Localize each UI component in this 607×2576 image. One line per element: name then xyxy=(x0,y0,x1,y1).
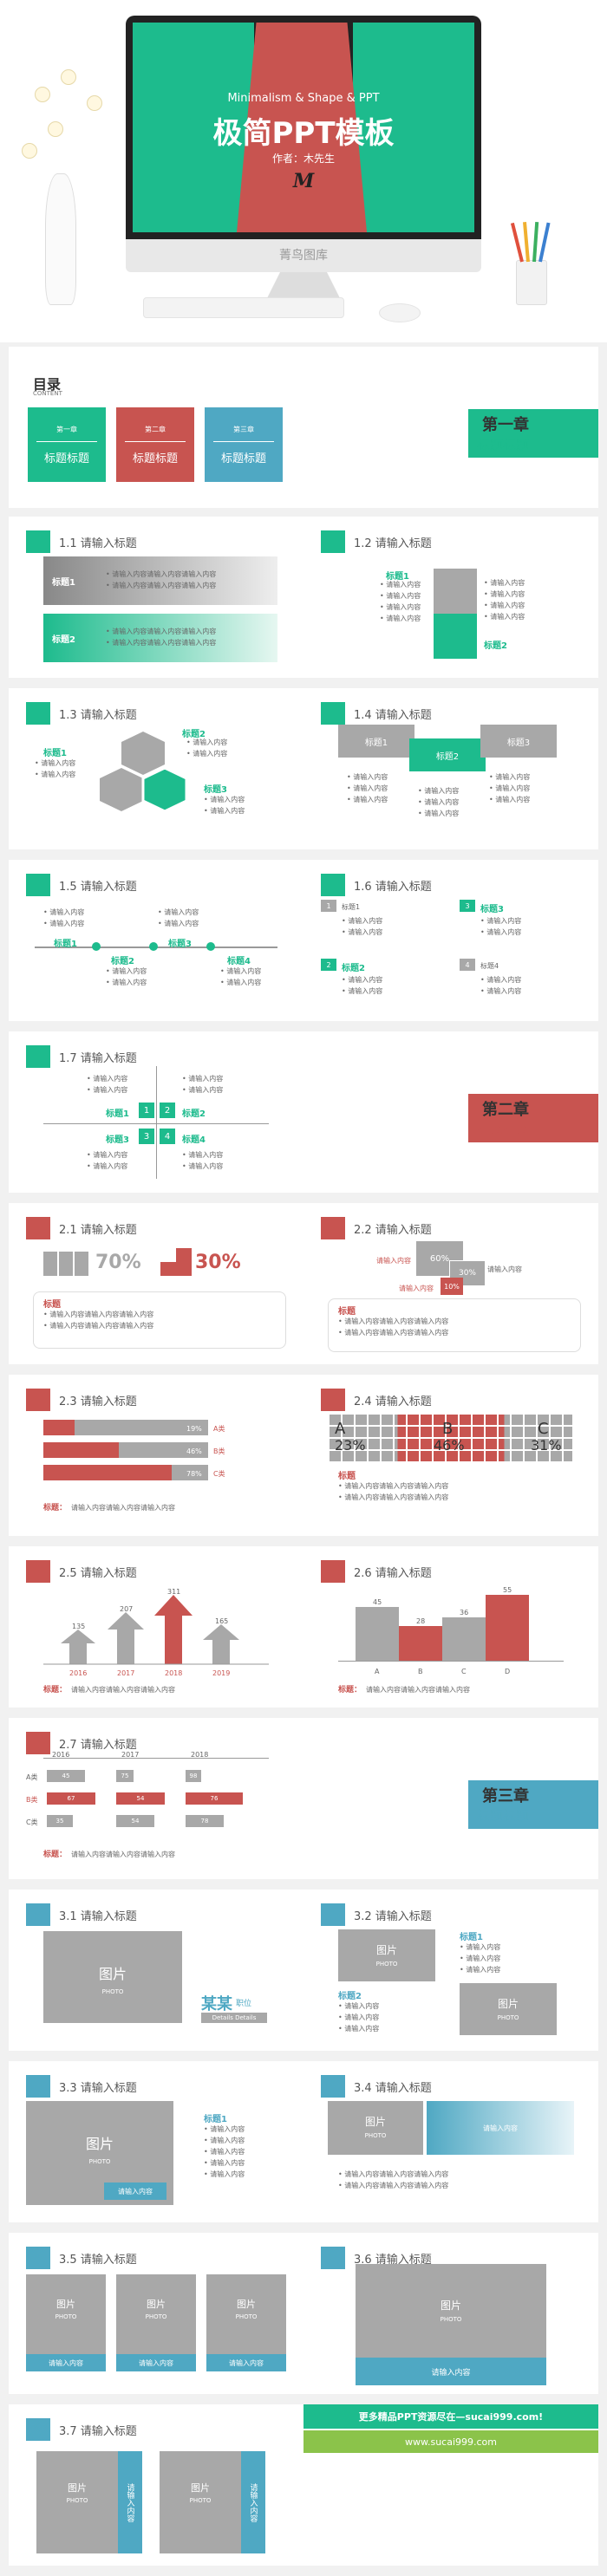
slide-title: 1.3 请输入标题 xyxy=(59,709,137,722)
slide-title: 1.7 请输入标题 xyxy=(59,1052,137,1065)
slide-title: 1.6 请输入标题 xyxy=(354,881,432,894)
vase-decoration xyxy=(45,173,76,305)
chapter-3-slide: 第三章 标题标题 xyxy=(304,1718,598,1879)
bar-c xyxy=(43,1465,172,1480)
keyboard-icon xyxy=(143,297,344,318)
slide-1-4: 1.4 请输入标题 标题1 标题2 标题3 请输入内容请输入内容请输入内容 请输… xyxy=(304,688,598,849)
monitor: Minimalism & Shape & PPT 极简PPT模板 作者：木先生 … xyxy=(126,16,481,239)
slide-3-6: 3.6 请输入标题 图片 PHOTO 请输入内容 xyxy=(304,2233,598,2394)
slide-title: 1.1 请输入标题 xyxy=(59,537,137,550)
slide-1-7: 1.7 请输入标题 1 2 3 4 标题1 标题2 标题3 标题4 请输入内容请… xyxy=(9,1031,304,1193)
slide-title: 2.4 请输入标题 xyxy=(354,1395,432,1408)
slide-1-3: 1.3 请输入标题 标题1 请输入内容请输入内容 标题2 请输入内容请输入内容 … xyxy=(9,688,304,849)
slide-title: 3.3 请输入标题 xyxy=(59,2082,137,2095)
bar-b xyxy=(43,1442,119,1458)
flower-icon xyxy=(87,95,102,111)
photo-placeholder: 图片 PHOTO xyxy=(43,1931,182,2023)
slide-title: 2.5 请输入标题 xyxy=(59,1567,137,1580)
slide-title: 3.1 请输入标题 xyxy=(59,1910,137,1923)
pencil-icon xyxy=(538,222,551,263)
slide-2-3: 2.3 请输入标题 19% A类 46% B类 78% C类 标题： 请输入内容… xyxy=(9,1375,304,1536)
slide-title: 2.6 请输入标题 xyxy=(354,1567,432,1580)
slide-title: 1.4 请输入标题 xyxy=(354,709,432,722)
cover-logo: M xyxy=(292,170,315,192)
row-2-text: 请输入内容请输入内容请输入内容请输入内容请输入内容请输入内容 xyxy=(106,626,216,648)
pencil-icon xyxy=(522,222,530,263)
flower-icon xyxy=(48,121,63,137)
slide-title: 2.2 请输入标题 xyxy=(354,1224,432,1237)
slide-title: 2.1 请输入标题 xyxy=(59,1224,137,1237)
slide-title: 3.4 请输入标题 xyxy=(354,2082,432,2095)
row-1-text: 请输入内容请输入内容请输入内容请输入内容请输入内容请输入内容 xyxy=(106,569,216,591)
chapter-bar xyxy=(468,409,598,458)
toc-slide: 目录 CONTENT 第一章 标题标题 第二章 标题标题 第三章 标题标题 xyxy=(9,347,304,508)
slide-title: 3.6 请输入标题 xyxy=(354,2254,432,2267)
cover-subtitle: Minimalism & Shape & PPT xyxy=(227,92,380,105)
toc-item-2[interactable]: 第二章 标题标题 xyxy=(116,407,194,482)
slide-1-2: 1.2 请输入标题 标题1 请输入内容请输入内容请输入内容请输入内容 请输入内容… xyxy=(304,517,598,678)
arrow-chart xyxy=(43,1595,269,1665)
slide-1-1: 1.1 请输入标题 标题1 请输入内容请输入内容请输入内容请输入内容请输入内容请… xyxy=(9,517,304,678)
cover-title: 极简PPT模板 xyxy=(212,116,395,151)
footer-link[interactable]: www.sucai999.com xyxy=(304,2430,598,2453)
brand-text: 菁鸟图库 xyxy=(126,239,481,272)
slide-title: 2.7 请输入标题 xyxy=(59,1739,137,1752)
flower-icon xyxy=(22,143,37,159)
hexagon-diagram xyxy=(100,732,188,813)
toc-item-3[interactable]: 第三章 标题标题 xyxy=(205,407,283,482)
slide-1-6: 1.6 请输入标题 1 标题1 请输入内容请输入内容 3 标题3 请输入内容请输… xyxy=(304,860,598,1021)
slide-title: 2.3 请输入标题 xyxy=(59,1395,137,1408)
chapter-subtitle: 标题标题 xyxy=(476,437,529,452)
footer-promo[interactable]: 更多精品PPT资源尽在—sucai999.com! xyxy=(304,2404,598,2429)
flower-icon xyxy=(35,87,50,102)
mouse-icon xyxy=(379,303,421,322)
pencil-cup-icon xyxy=(516,260,547,305)
waffle-grid xyxy=(330,1413,572,1461)
cover-author: 作者：木先生 xyxy=(271,153,335,165)
bar-a xyxy=(43,1420,75,1435)
slide-title: 1.5 请输入标题 xyxy=(59,881,137,894)
slide-3-7: 3.7 请输入标题 图片 PHOTO 请输入内容 图片 PHOTO 请输入内容 xyxy=(9,2404,304,2566)
title-square xyxy=(321,530,345,553)
slide-title: 3.2 请输入标题 xyxy=(354,1910,432,1923)
slide-2-7: 2.7 请输入标题 2016 2017 2018 A类 B类 C类 45 75 … xyxy=(9,1718,304,1879)
slide-2-6: 2.6 请输入标题 45 28 36 55 A B C D 标题： 请输入内容请… xyxy=(304,1546,598,1708)
cover-slide: Minimalism & Shape & PPT 极简PPT模板 作者：木先生 … xyxy=(0,0,607,342)
pencil-icon xyxy=(510,222,524,263)
chapter-title: 第一章 xyxy=(482,416,529,434)
slide-2-2: 2.2 请输入标题 60% 30% 10% 请输入内容 请输入内容 请输入内容 … xyxy=(304,1203,598,1364)
slide-2-4: 2.4 请输入标题 A 23% B 46% C 31% 标题 请输入内容请输入内… xyxy=(304,1375,598,1536)
toc-title: 目录 xyxy=(33,376,62,393)
pencil-icon xyxy=(532,221,539,263)
flower-icon xyxy=(61,69,76,85)
slide-1-5: 1.5 请输入标题 请输入内容请输入内容 标题1 标题2 请输入内容请输入内容 … xyxy=(9,860,304,1021)
slide-2-5: 2.5 请输入标题 135 207 311 165 2016 2017 2018… xyxy=(9,1546,304,1708)
toc-subtitle: CONTENT xyxy=(33,390,62,397)
footer-slide: 更多精品PPT资源尽在—sucai999.com! www.sucai999.c… xyxy=(304,2404,598,2566)
slide-3-5: 3.5 请输入标题 图片 PHOTO 请输入内容 图片 PHOTO 请输入内容 图片… xyxy=(9,2233,304,2394)
toc-item-1[interactable]: 第一章 标题标题 xyxy=(28,407,106,482)
slide-title: 3.7 请输入标题 xyxy=(59,2425,137,2438)
chapter-2-slide: 第二章 标题标题 xyxy=(304,1031,598,1193)
slide-title: 3.5 请输入标题 xyxy=(59,2254,137,2267)
slide-2-1: 2.1 请输入标题 70% 30% 标题 请输入内容请输入内容请输入内容请输入内… xyxy=(9,1203,304,1364)
slide-title: 1.2 请输入标题 xyxy=(354,537,432,550)
chapter-1-slide: 第一章 标题标题 xyxy=(304,347,598,508)
title-square xyxy=(26,530,50,553)
slide-3-1: 3.1 请输入标题 图片 PHOTO 某某 职位 Details Details xyxy=(9,1890,304,2051)
